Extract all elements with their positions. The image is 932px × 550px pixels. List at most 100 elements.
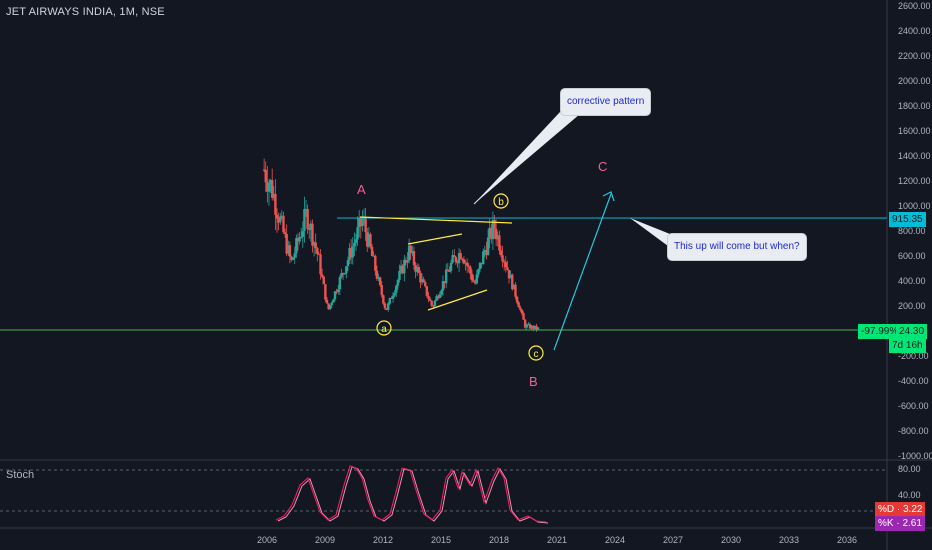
candle-body (301, 231, 304, 237)
triangle-lower[interactable] (427, 289, 488, 311)
candle-body (357, 217, 361, 228)
candle-body (332, 299, 335, 303)
stoch-indicator-label[interactable]: Stoch (6, 469, 35, 481)
candle-body (395, 285, 398, 293)
price-tick-label: -800.00 (898, 426, 929, 436)
candle-body (482, 251, 485, 265)
price-tick-label: 1200.00 (898, 176, 931, 186)
candle-body (290, 256, 293, 260)
candle-body (390, 297, 393, 299)
trendline-top[interactable] (359, 216, 513, 224)
candle-body (514, 284, 517, 297)
candle-body (443, 281, 446, 284)
candle-body (343, 273, 346, 275)
candle-body (420, 279, 424, 283)
candle-body (494, 228, 498, 240)
candle-body (330, 302, 333, 305)
candle-body (335, 291, 338, 293)
price-tick-label: 2600.00 (898, 1, 931, 11)
candle-body (348, 248, 351, 261)
candle-body (316, 248, 319, 254)
wave-label-B[interactable]: B (529, 374, 538, 389)
candle-body (504, 262, 507, 268)
candle-body (322, 276, 325, 285)
candle-body (320, 274, 324, 277)
candle-body (461, 258, 464, 260)
candle-body (264, 169, 267, 183)
candle-body (272, 193, 275, 198)
candle-body (367, 234, 371, 247)
candle-body (299, 236, 303, 238)
candle-body (465, 262, 469, 266)
projection-arrow[interactable] (553, 193, 612, 351)
candle-body (415, 266, 419, 272)
candle-body (296, 238, 300, 242)
candle-body (462, 259, 466, 264)
candle-body (436, 296, 440, 299)
price-tick-label: 1600.00 (898, 126, 931, 136)
candle-body (398, 270, 401, 281)
candle-body (422, 279, 425, 283)
candle-body (399, 265, 403, 271)
time-tick-label: 2021 (547, 535, 568, 545)
price-tick-label: 200.00 (898, 301, 926, 311)
candle-body (407, 245, 411, 261)
wave-circle-a[interactable] (376, 320, 392, 336)
candle-body (428, 298, 432, 301)
price-pane[interactable] (0, 0, 887, 458)
candle-body (303, 209, 306, 232)
candle-body (353, 242, 356, 247)
callout-corrective-pattern[interactable]: corrective pattern (560, 88, 652, 116)
candle-body (451, 255, 454, 263)
candle-body (308, 228, 311, 230)
candle-body (435, 296, 438, 301)
price-tick-label: -400.00 (898, 376, 929, 386)
candle-body (469, 266, 472, 274)
candle-body (311, 223, 314, 246)
triangle-upper[interactable] (407, 233, 463, 245)
candle-body (312, 242, 316, 246)
candle-body (486, 237, 490, 255)
candle-body (454, 257, 458, 262)
wave-label-C[interactable]: C (598, 159, 607, 174)
price-tick-label: 2000.00 (898, 76, 931, 86)
candle-body (525, 324, 528, 328)
stoch-d-tag: %D · 3.22 (875, 502, 926, 517)
callout-tail-right (630, 218, 675, 246)
candle-body (414, 264, 417, 272)
wave-circle-c[interactable] (528, 345, 544, 361)
candle-body (280, 215, 284, 217)
candle-body (440, 290, 443, 295)
candle-body (304, 208, 308, 210)
candle-body (417, 266, 420, 273)
candle-body (480, 262, 483, 265)
candle-body (483, 249, 487, 252)
candle-body (515, 296, 519, 303)
candle-body (411, 251, 414, 254)
wave-label-A[interactable]: A (357, 182, 366, 197)
candle-body (522, 313, 525, 320)
candle-body (377, 277, 380, 279)
stoch-k-line[interactable] (275, 465, 547, 523)
candle-body (270, 180, 274, 198)
candle-body (298, 237, 301, 242)
candle-body (412, 251, 416, 265)
candle-body (453, 255, 456, 258)
callout-up-move[interactable]: This up will come but when? (667, 233, 807, 261)
candle-body (370, 246, 374, 256)
candle-body (506, 267, 509, 270)
candle-body (385, 308, 388, 310)
candle-body (269, 180, 272, 185)
time-tick-label: 2009 (315, 535, 336, 545)
stoch-d-line[interactable] (277, 466, 549, 524)
candle-body (511, 274, 514, 290)
candle-body (459, 253, 462, 259)
price-tick-label: -200.00 (898, 351, 929, 361)
candle-body (388, 297, 391, 304)
candle-body (531, 325, 535, 329)
candle-body (341, 273, 345, 275)
time-tick-label: 2033 (779, 535, 800, 545)
countdown-tag: 7d 16h (889, 338, 926, 353)
wave-circle-b[interactable] (493, 193, 509, 209)
